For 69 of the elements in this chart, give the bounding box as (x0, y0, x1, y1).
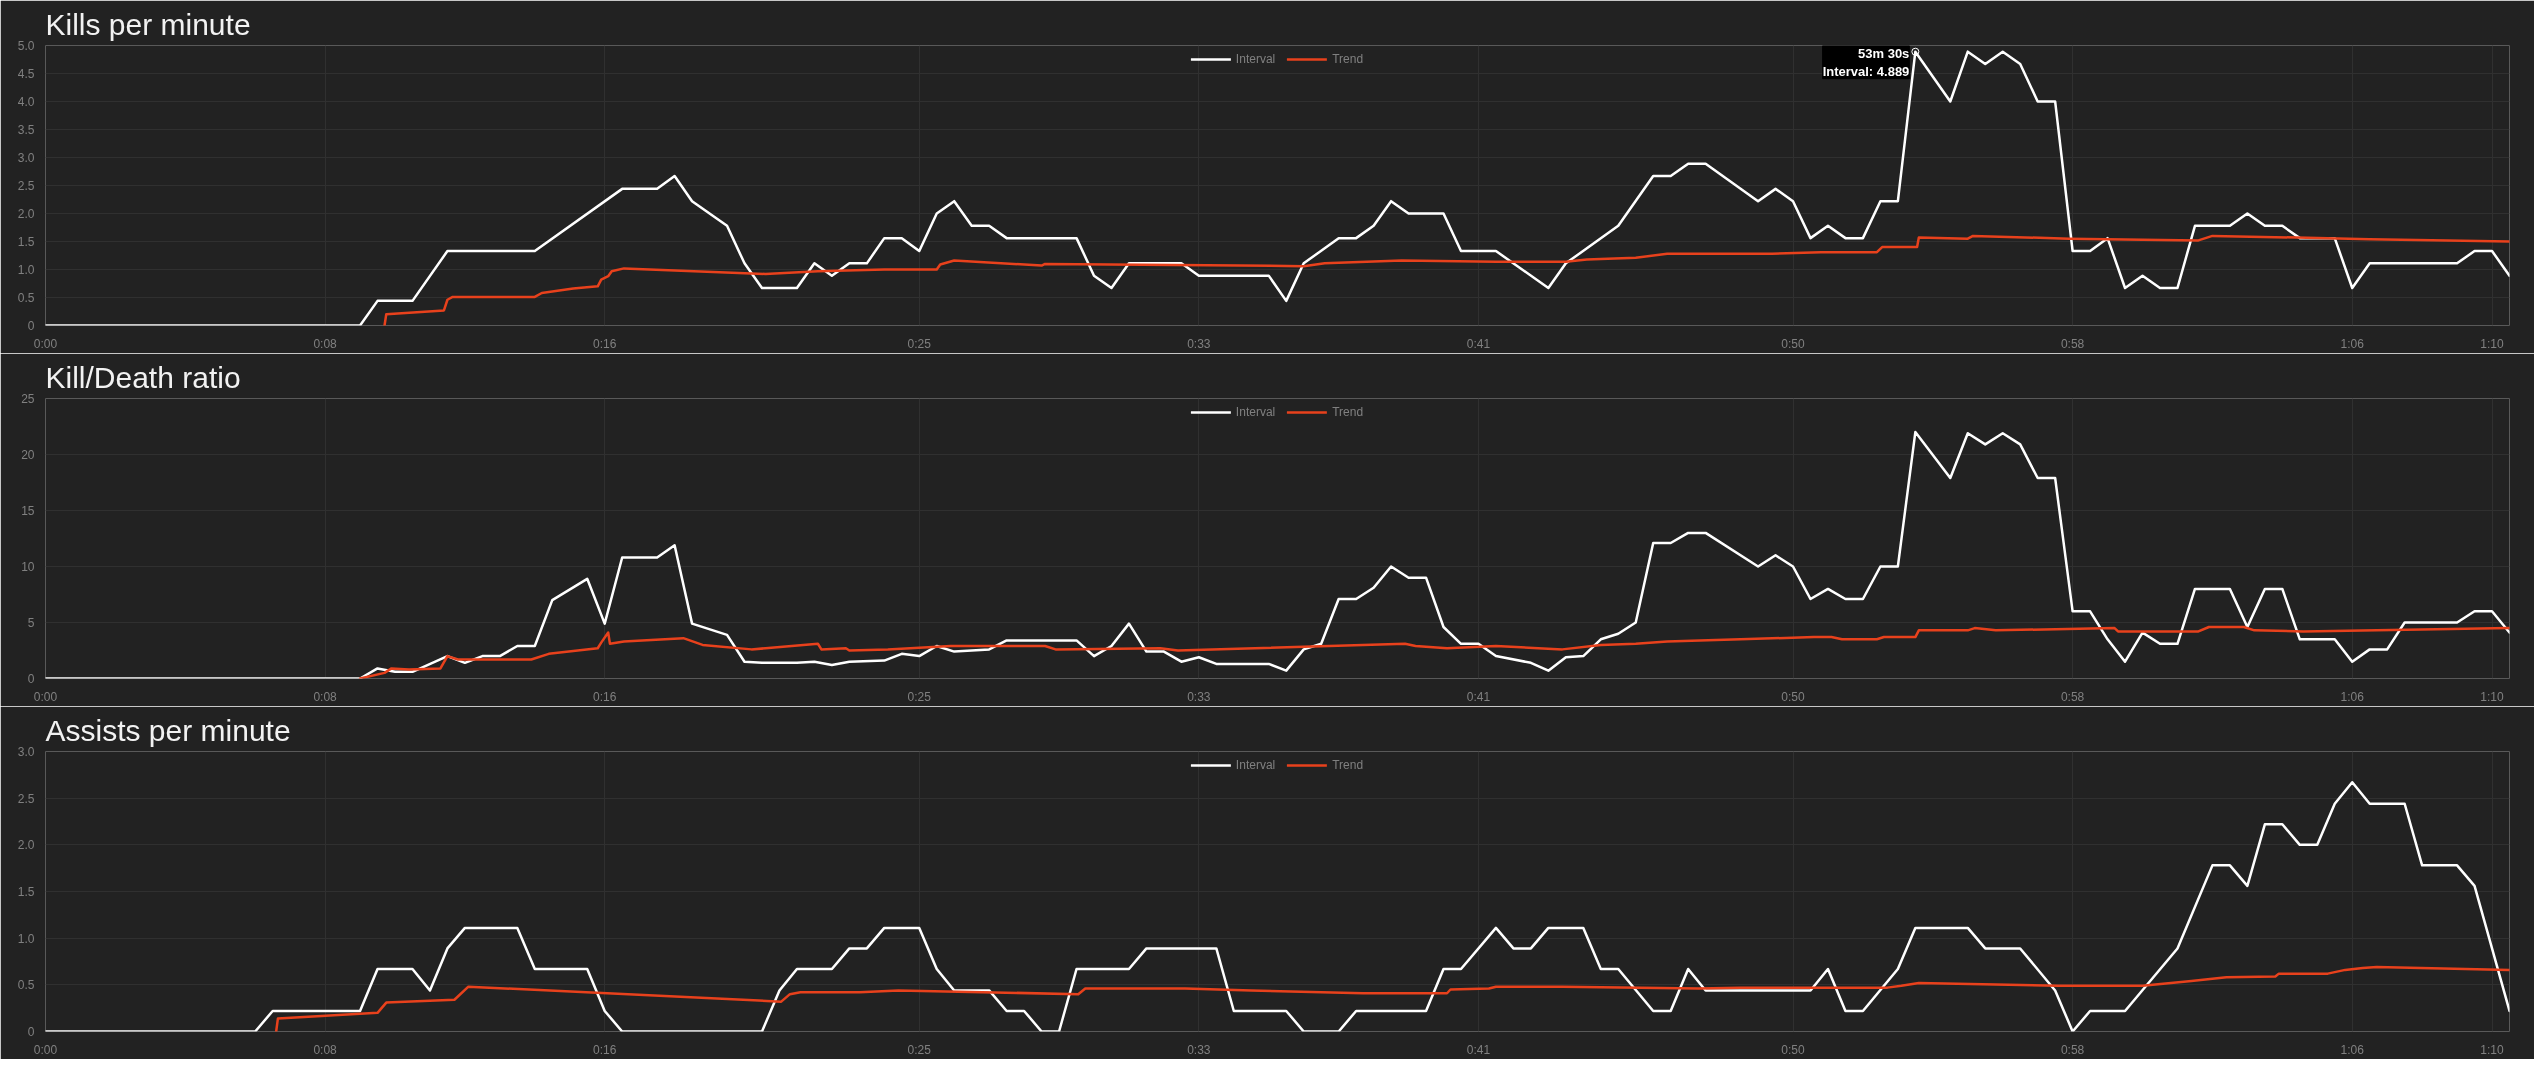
y-tick-label: 1.0 (17, 931, 35, 946)
x-tick-label: 0:58 (2060, 336, 2085, 351)
x-tick-label: 1:06 (2340, 336, 2365, 351)
x-tick-label: 0:50 (1781, 689, 1806, 704)
line-series (45, 781, 2510, 1032)
x-tick-label: 0:50 (1781, 1042, 1806, 1057)
legend-label: Trend (1332, 758, 1364, 772)
y-tick-label: 15 (21, 504, 35, 518)
line-series (383, 234, 2510, 326)
x-tick-label: 0:00 (33, 689, 58, 704)
y-tick-label: 0.5 (17, 978, 35, 993)
x-tick-label: 0:00 (33, 336, 58, 351)
x-tick-label: 0:58 (2060, 689, 2085, 704)
chart-title: Kills per minute (45, 7, 251, 41)
x-tick-label: 0:41 (1466, 1042, 1491, 1057)
legend-label: Trend (1332, 405, 1364, 419)
x-tick-label: 0:33 (1187, 336, 1211, 351)
y-tick-label: 0 (27, 672, 35, 686)
y-tick-label: 3.5 (17, 123, 35, 137)
y-tick-label: 20 (21, 448, 35, 462)
y-tick-label: 5.0 (17, 39, 35, 53)
y-tick-label: 4.0 (17, 95, 35, 109)
x-tick-label: 0:58 (2060, 1042, 2085, 1057)
y-tick-label: 2.0 (17, 838, 35, 853)
x-tick-label: 1:10 (2480, 689, 2505, 704)
y-tick-label: 0 (27, 1025, 35, 1039)
x-tick-label: 1:06 (2340, 1042, 2365, 1057)
y-tick-label: 2.5 (17, 791, 35, 806)
x-tick-label: 0:25 (907, 689, 932, 704)
x-tick-label: 0:08 (313, 1042, 338, 1057)
y-tick-label: 3.0 (17, 745, 35, 759)
legend-label: Interval (1235, 758, 1276, 772)
x-tick-label: 0:00 (33, 1042, 58, 1057)
x-tick-label: 0:33 (1187, 1042, 1211, 1057)
x-tick-label: 1:10 (2480, 1042, 2505, 1057)
y-tick-label: 1.5 (17, 885, 35, 899)
chart-title: Kill/Death ratio (45, 360, 241, 394)
x-tick-label: 1:06 (2340, 689, 2365, 704)
line-series (274, 965, 2510, 1032)
x-tick-label: 1:10 (2480, 336, 2505, 351)
x-tick-label: 0:16 (593, 689, 617, 704)
annotation: 53m 30s Interval: 4.889 (1822, 45, 1910, 79)
y-tick-label: 0.5 (17, 291, 35, 305)
x-tick-label: 0:16 (593, 1042, 617, 1057)
y-tick-label: 10 (21, 560, 35, 574)
y-tick-label: 2.5 (17, 179, 35, 193)
x-tick-label: 0:08 (313, 689, 338, 704)
x-tick-label: 0:25 (907, 1042, 932, 1057)
y-tick-label: 3.0 (17, 151, 35, 165)
legend-label: Interval (1235, 52, 1276, 66)
x-tick-label: 0:25 (907, 336, 932, 351)
x-tick-label: 0:16 (593, 336, 617, 351)
y-tick-label: 25 (21, 392, 35, 406)
x-tick-label: 0:41 (1466, 336, 1491, 351)
y-tick-label: 1.0 (17, 263, 35, 277)
legend-label: Interval (1235, 405, 1276, 419)
line-series (358, 625, 2510, 679)
legend-label: Trend (1332, 52, 1364, 66)
y-tick-label: 0 (27, 319, 35, 333)
line-series (45, 430, 2510, 679)
y-tick-label: 1.5 (17, 235, 35, 249)
x-tick-label: 0:08 (313, 336, 338, 351)
chart-title: Assists per minute (45, 713, 291, 747)
y-tick-label: 5 (27, 616, 35, 630)
y-tick-label: 4.5 (17, 67, 35, 81)
x-tick-label: 0:50 (1781, 336, 1806, 351)
y-tick-label: 2.0 (17, 207, 35, 221)
x-tick-label: 0:33 (1187, 689, 1211, 704)
x-tick-label: 0:41 (1466, 689, 1491, 704)
